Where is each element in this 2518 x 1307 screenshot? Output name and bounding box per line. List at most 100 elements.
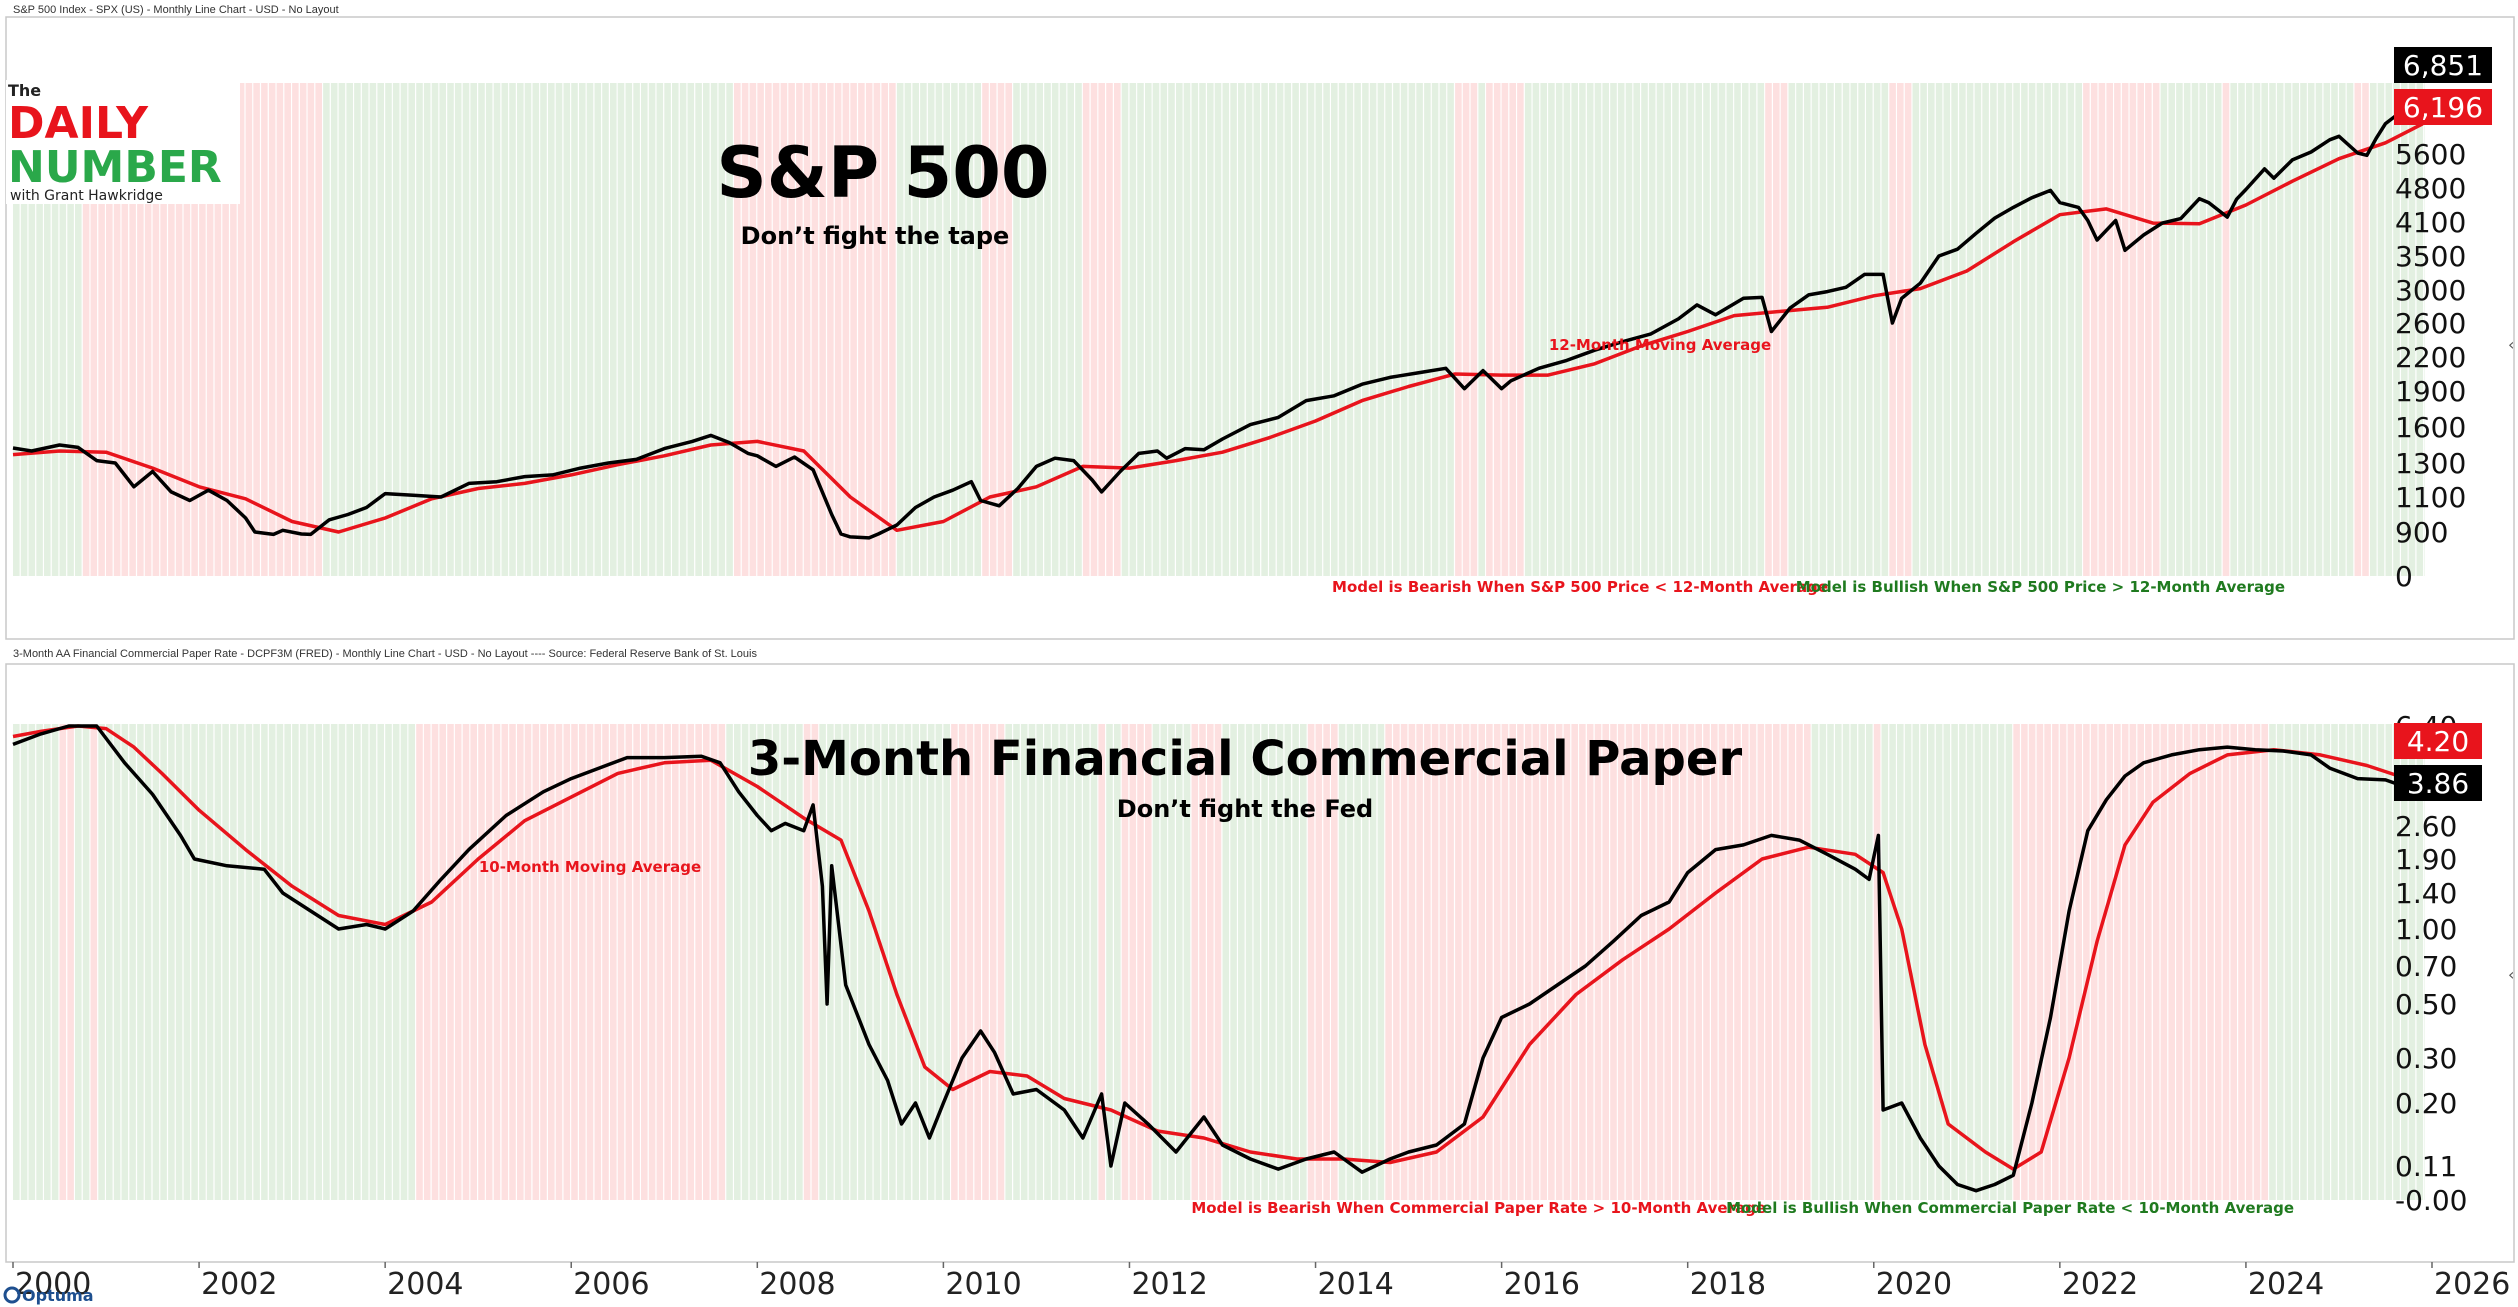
bullish-month-shade xyxy=(1338,83,1346,576)
bearish-month-shade xyxy=(997,83,1005,576)
bearish-month-shade xyxy=(2083,724,2090,1200)
bullish-month-shade xyxy=(1036,83,1043,576)
bullish-month-shade xyxy=(2207,83,2214,576)
bearish-month-shade xyxy=(1889,83,1896,576)
bullish-month-shade xyxy=(1222,83,1230,576)
bullish-month-shade xyxy=(571,83,578,576)
bearish-month-shade xyxy=(168,83,175,576)
bullish-month-shade xyxy=(191,724,198,1200)
bullish-month-shade xyxy=(338,724,346,1200)
bottom-scroll-left-icon[interactable]: ‹ xyxy=(2508,965,2514,984)
bullish-month-shade xyxy=(1579,83,1586,576)
bearish-month-shade xyxy=(2183,724,2191,1200)
bullish-month-shade xyxy=(1982,83,1989,576)
bearish-month-shade xyxy=(765,83,772,576)
bullish-month-shade xyxy=(904,83,912,576)
bearish-month-shade xyxy=(1679,724,1687,1200)
bearish-month-shade xyxy=(2199,724,2206,1200)
bullish-month-shade xyxy=(2315,724,2323,1200)
bullish-month-shade xyxy=(1354,724,1361,1200)
bullish-month-shade xyxy=(2424,83,2425,576)
bearish-month-shade xyxy=(2098,724,2106,1200)
bullish-month-shade xyxy=(1160,83,1168,576)
bullish-month-shade xyxy=(1377,724,1385,1200)
sp500-ma-label: 12-Month Moving Average xyxy=(1549,336,1771,354)
y-tick-label: 0.11 xyxy=(2395,1150,2457,1183)
bullish-month-shade xyxy=(1718,83,1726,576)
bullish-month-shade xyxy=(299,724,307,1200)
y-tick-label: 2200 xyxy=(2395,341,2466,374)
bullish-month-shade xyxy=(1912,724,1920,1200)
bearish-month-shade xyxy=(695,724,702,1200)
bullish-month-shade xyxy=(1757,83,1765,576)
bullish-month-shade xyxy=(2370,83,2377,576)
bottom-panel-frame xyxy=(5,663,2515,1263)
bearish-month-shade xyxy=(1648,724,1656,1200)
bullish-month-shade xyxy=(1284,83,1292,576)
bullish-month-shade xyxy=(617,83,625,576)
bullish-month-shade xyxy=(36,83,43,576)
bullish-month-shade xyxy=(1183,724,1191,1200)
bearish-month-shade xyxy=(1106,83,1113,576)
bearish-month-shade xyxy=(1462,83,1470,576)
bearish-month-shade xyxy=(772,83,780,576)
bullish-month-shade xyxy=(1935,724,1943,1200)
bullish-month-shade xyxy=(2059,83,2067,576)
bullish-month-shade xyxy=(641,83,648,576)
bullish-month-shade xyxy=(772,724,780,1200)
bullish-month-shade xyxy=(106,724,113,1200)
bullish-month-shade xyxy=(214,724,222,1200)
bullish-month-shade xyxy=(1051,724,1059,1200)
bearish-month-shade xyxy=(834,83,842,576)
bearish-month-shade xyxy=(1121,724,1129,1200)
bullish-month-shade xyxy=(1036,724,1043,1200)
bullish-month-shade xyxy=(2230,83,2237,576)
bullish-month-shade xyxy=(710,83,718,576)
y-tick-label: 1.40 xyxy=(2395,877,2457,910)
bullish-month-shade xyxy=(935,724,943,1200)
bearish-month-shade xyxy=(989,724,997,1200)
bullish-month-shade xyxy=(261,724,268,1200)
bearish-month-shade xyxy=(982,83,989,576)
bullish-month-shade xyxy=(2261,83,2268,576)
bearish-month-shade xyxy=(2207,724,2214,1200)
bearish-month-shade xyxy=(555,724,563,1200)
bullish-month-shade xyxy=(524,83,532,576)
bullish-month-shade xyxy=(2354,724,2362,1200)
bullish-month-shade xyxy=(687,83,695,576)
bullish-month-shade xyxy=(2323,83,2331,576)
bearish-month-shade xyxy=(548,724,555,1200)
bullish-month-shade xyxy=(2401,724,2408,1200)
bullish-month-shade xyxy=(517,83,524,576)
bullish-month-shade xyxy=(1269,724,1276,1200)
y-tick-label: 5600 xyxy=(2395,138,2466,171)
bullish-month-shade xyxy=(245,724,253,1200)
bullish-month-shade xyxy=(2339,83,2346,576)
bullish-month-shade xyxy=(1594,83,1602,576)
y-tick-label: 0.70 xyxy=(2395,950,2457,983)
bullish-month-shade xyxy=(1075,83,1082,576)
bearish-month-shade xyxy=(858,83,865,576)
bearish-month-shade xyxy=(2152,83,2160,576)
bullish-month-shade xyxy=(1276,83,1284,576)
bullish-month-shade xyxy=(323,724,330,1200)
bullish-month-shade xyxy=(1641,83,1648,576)
bearish-month-shade xyxy=(1656,724,1664,1200)
bullish-month-shade xyxy=(1284,724,1292,1200)
bearish-month-shade xyxy=(974,724,981,1200)
bullish-month-shade xyxy=(1400,83,1408,576)
bullish-month-shade xyxy=(2346,83,2354,576)
bearish-month-shade xyxy=(1385,724,1392,1200)
bullish-month-shade xyxy=(2245,83,2253,576)
bearish-month-shade xyxy=(106,83,113,576)
bearish-month-shade xyxy=(183,83,191,576)
bullish-month-shade xyxy=(385,83,392,576)
sp500-price-line xyxy=(12,89,2424,540)
bullish-month-shade xyxy=(943,724,950,1200)
bullish-month-shade xyxy=(439,83,446,576)
bearish-month-shade xyxy=(656,724,664,1200)
bearish-month-shade xyxy=(1424,724,1431,1200)
x-tick-label: 2008 xyxy=(759,1267,835,1302)
top-scroll-left-icon[interactable]: ‹ xyxy=(2508,335,2514,354)
bullish-month-shade xyxy=(1160,724,1168,1200)
